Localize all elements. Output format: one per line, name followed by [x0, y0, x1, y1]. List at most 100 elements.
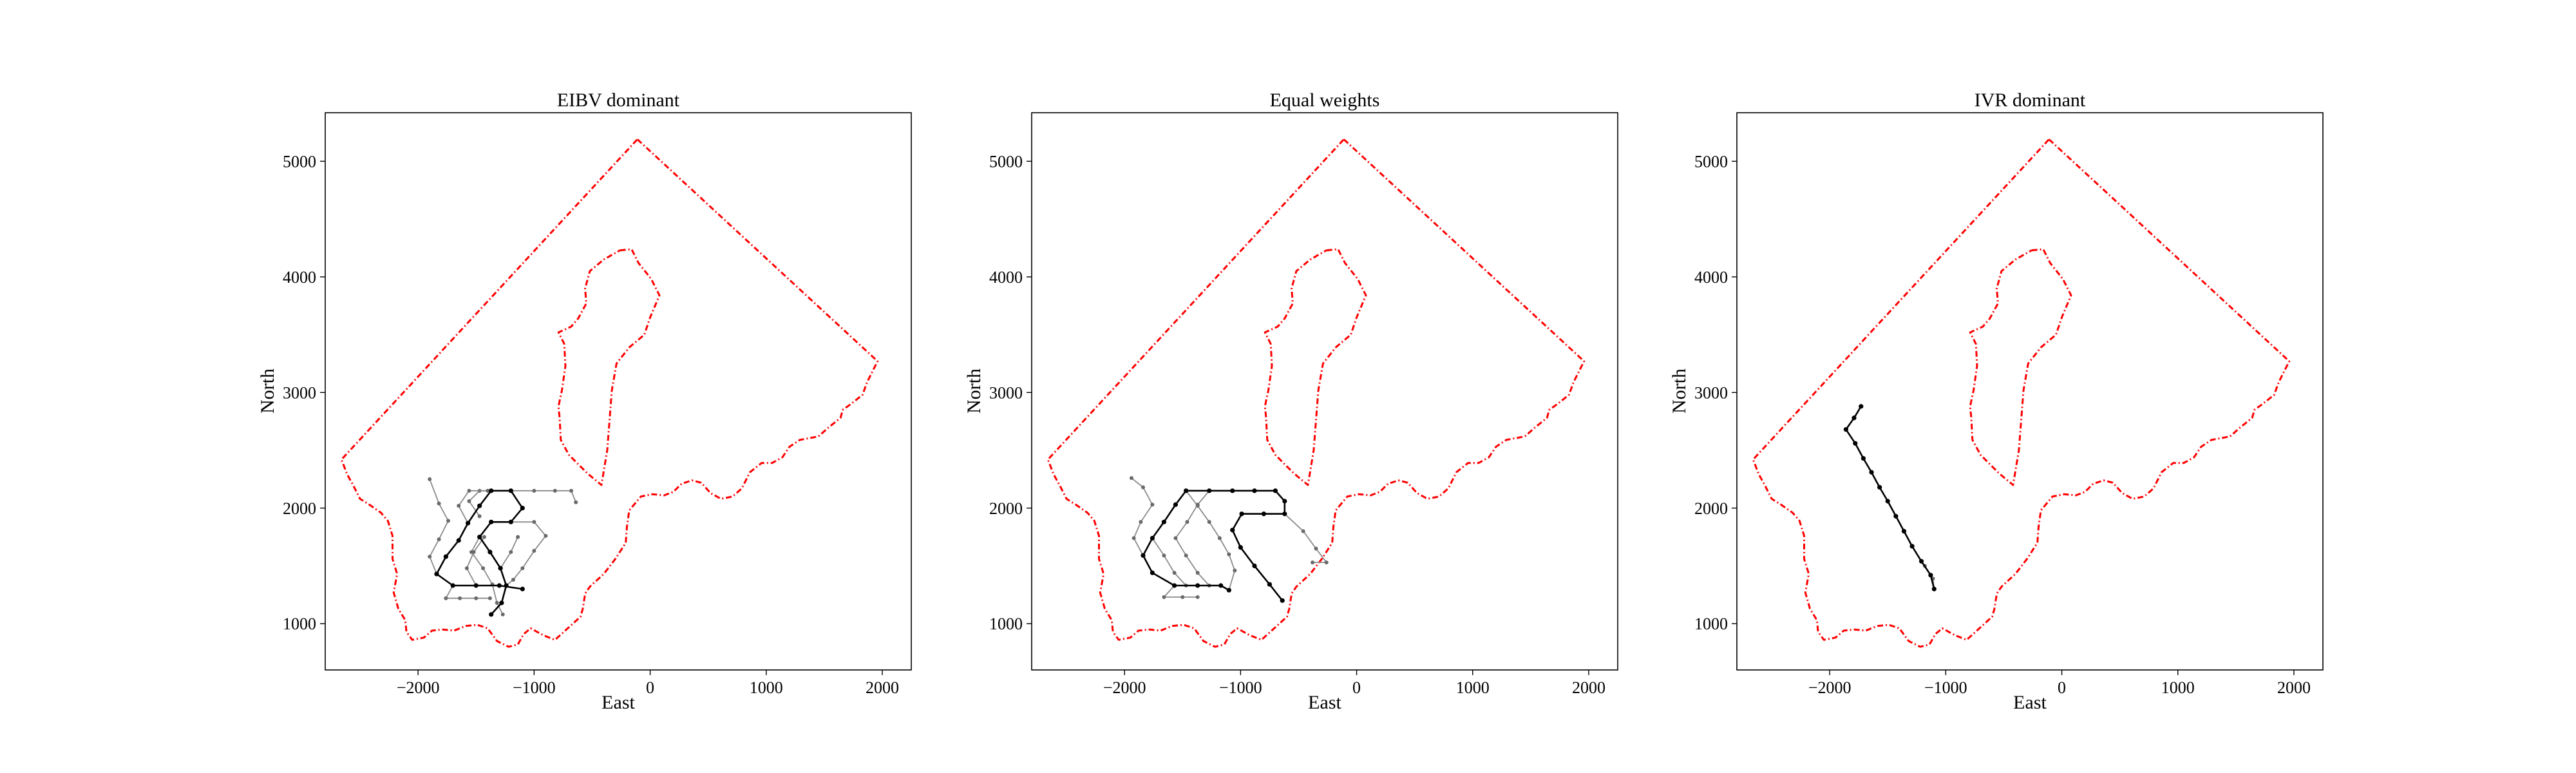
y-axis-label: North [963, 368, 985, 414]
y-tick-label: 4000 [1694, 268, 1728, 287]
trajectory-waypoint [1852, 415, 1857, 421]
candidate-path [506, 521, 547, 586]
trajectory-waypoint [1226, 587, 1231, 593]
trajectory-waypoint [466, 520, 471, 526]
candidate-waypoint [486, 488, 490, 493]
candidate-waypoint [1139, 520, 1143, 524]
trajectory-waypoint [1230, 528, 1235, 533]
trajectory-waypoint [520, 586, 525, 591]
axes-frame [325, 112, 912, 671]
x-axis-label: East [2013, 692, 2047, 713]
trajectory-waypoint [497, 583, 502, 588]
candidate-waypoint [1129, 476, 1133, 481]
candidate-waypoint [1217, 536, 1222, 540]
trajectory-waypoint [1184, 488, 1189, 493]
candidate-waypoint [516, 535, 520, 539]
candidate-waypoint [1195, 571, 1200, 575]
candidate-waypoint [1173, 536, 1178, 540]
candidate-waypoint [437, 537, 441, 542]
x-tick-label: −1000 [1924, 678, 1967, 697]
trajectory-waypoint [434, 571, 439, 577]
candidate-waypoint [482, 535, 486, 539]
axes-frame [1736, 112, 2324, 671]
trajectory-waypoint [1195, 583, 1200, 588]
candidate-waypoint [532, 520, 536, 524]
trajectory-waypoint [489, 488, 494, 493]
y-tick-label: 5000 [989, 152, 1023, 171]
x-tick-label: 1000 [2161, 678, 2195, 697]
trajectory-waypoint [489, 519, 494, 524]
candidate-waypoint [532, 488, 536, 493]
trajectory-waypoint [1282, 499, 1287, 504]
candidate-waypoint [457, 504, 461, 508]
candidate-path [429, 479, 450, 575]
trajectory-waypoint [1252, 488, 1257, 493]
y-tick-label: 2000 [283, 499, 316, 518]
candidate-waypoint [1324, 560, 1329, 565]
candidate-waypoint [511, 578, 515, 582]
x-tick-label: −2000 [1808, 678, 1852, 697]
candidate-waypoint [1162, 553, 1166, 558]
candidate-waypoint [1162, 595, 1166, 599]
panel-ivr-dominant: IVR dominant East North −2000 −1000 0 1000 2… [1669, 90, 2324, 713]
trajectory-waypoint [1861, 455, 1866, 461]
candidate-waypoint [1184, 553, 1188, 558]
candidate-path [1131, 477, 1153, 556]
candidate-waypoint [1185, 520, 1189, 524]
panel-eibv-dominant: EIBV dominant East North −2000 −1000 0 1000… [257, 90, 912, 713]
boundary-island-polygon [1264, 248, 1367, 486]
candidate-waypoint [437, 501, 441, 506]
trajectory-waypoint [1207, 488, 1212, 493]
trajectory-waypoint [456, 538, 461, 543]
candidate-waypoint [1172, 571, 1177, 575]
candidate-waypoint [495, 600, 499, 605]
trajectory-waypoint [1918, 558, 1924, 564]
trajectory-waypoint [1172, 583, 1177, 588]
x-tick-label: 2000 [866, 678, 899, 697]
y-tick-label: 5000 [283, 152, 316, 171]
y-axis-label: North [1669, 368, 1690, 414]
trajectory-waypoint [508, 519, 513, 524]
trajectory-waypoint [1282, 511, 1287, 517]
candidate-waypoint [474, 596, 478, 600]
candidate-waypoint [1180, 595, 1185, 599]
panel-title: IVR dominant [1975, 90, 2086, 111]
y-tick-label: 5000 [1694, 152, 1728, 171]
trajectory-waypoint [1869, 470, 1874, 475]
candidate-path [470, 537, 504, 615]
candidate-waypoint [553, 488, 557, 493]
trajectory-waypoint [499, 600, 504, 606]
trajectory-waypoint [1909, 544, 1915, 549]
y-tick-label: 2000 [1694, 499, 1728, 518]
boundary-island-polygon [557, 248, 661, 486]
x-tick-label: 2000 [2277, 678, 2311, 697]
candidate-waypoint [488, 596, 492, 600]
candidate-waypoint [1311, 560, 1315, 565]
x-axis-label: East [601, 692, 635, 713]
candidate-waypoint [520, 566, 525, 571]
trajectory-line [435, 490, 524, 615]
candidate-waypoint [446, 519, 451, 523]
trajectory-waypoint [508, 488, 513, 493]
trajectory-waypoint [1173, 502, 1179, 507]
candidate-waypoint [477, 514, 482, 519]
candidate-waypoint [1301, 529, 1305, 533]
candidate-waypoint [481, 566, 486, 571]
trajectory-waypoint [1267, 582, 1273, 587]
candidate-waypoint [1150, 502, 1155, 507]
candidate-waypoint [467, 499, 471, 503]
trajectory-line [1845, 406, 1935, 589]
candidate-path [458, 490, 488, 524]
trajectory-waypoint [1150, 570, 1155, 575]
candidate-path [1151, 504, 1187, 586]
candidate-waypoint [544, 533, 548, 538]
boundary-outer-polygon [1046, 138, 1586, 648]
panel-title: Equal weights [1270, 90, 1380, 111]
trajectory-waypoint [1931, 586, 1937, 591]
candidate-waypoint [500, 612, 505, 616]
trajectory-waypoint [1141, 553, 1146, 558]
x-tick-label: 0 [646, 678, 654, 697]
trajectory-waypoint [1273, 488, 1278, 493]
candidate-waypoint [1233, 568, 1237, 573]
